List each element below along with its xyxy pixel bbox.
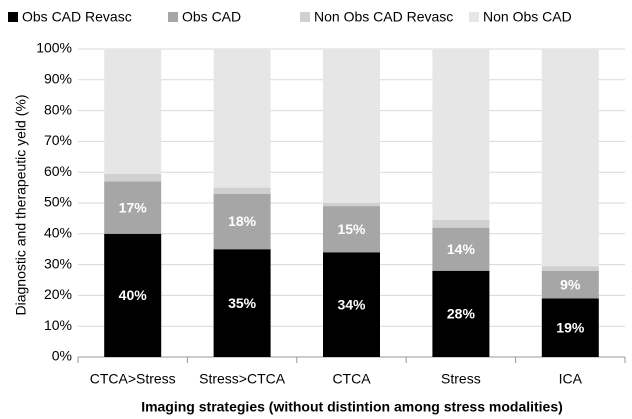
legend-label: Non Obs CAD Revasc [314, 9, 453, 25]
bar-segment [432, 270, 490, 357]
x-tick-label: CTCA [332, 371, 371, 387]
y-tick-label: 100% [36, 40, 72, 56]
y-tick-label: 30% [44, 255, 72, 271]
legend-label: Obs CAD [182, 9, 241, 25]
bar-segment [541, 270, 599, 299]
value-label: 9% [560, 276, 581, 292]
value-label: 15% [337, 221, 366, 237]
legend-swatch [168, 12, 178, 22]
x-tick-label: ICA [559, 371, 583, 387]
value-label: 40% [119, 287, 148, 303]
value-label: 19% [556, 319, 585, 335]
bar-segment [323, 206, 380, 253]
y-tick-label: 10% [44, 317, 72, 333]
bar-segment [541, 298, 599, 357]
legend-label: Non Obs CAD [483, 9, 572, 25]
y-axis-title: Diagnostic and therapeutic yeld (%) [13, 94, 29, 315]
y-tick-label: 40% [44, 225, 72, 241]
value-label: 28% [447, 306, 476, 322]
y-tick-label: 0% [52, 348, 72, 364]
bar-segment [104, 49, 162, 174]
legend-swatch [300, 12, 310, 22]
bar-segment [213, 187, 271, 194]
x-tick-label: CTCA>Stress [90, 371, 176, 387]
bar-segment [323, 49, 380, 203]
value-label: 18% [228, 213, 257, 229]
bar-segment [213, 249, 271, 357]
value-label: 35% [228, 295, 257, 311]
legend-swatch [8, 12, 18, 22]
y-tick-label: 70% [44, 132, 72, 148]
bar-segment [432, 227, 490, 271]
bar-segment [323, 203, 380, 207]
y-tick-label: 20% [44, 286, 72, 302]
bar-segment [541, 266, 599, 271]
bar-segment [432, 49, 490, 220]
legend-swatch [469, 12, 479, 22]
y-tick-label: 80% [44, 101, 72, 117]
y-tick-label: 60% [44, 163, 72, 179]
value-label: 17% [119, 199, 148, 215]
bar-segment [104, 173, 162, 182]
legend-label: Obs CAD Revasc [22, 9, 132, 25]
bar-segment [323, 252, 380, 357]
y-tick-label: 90% [44, 71, 72, 87]
bar-segment [541, 49, 599, 267]
value-label: 34% [337, 296, 366, 312]
bar-segment [213, 49, 271, 188]
value-label: 14% [447, 241, 476, 257]
y-tick-label: 50% [44, 194, 72, 210]
x-tick-label: Stress [441, 371, 481, 387]
x-tick-label: Stress>CTCA [199, 371, 286, 387]
bar-segment [104, 181, 162, 234]
bar-segment [432, 219, 490, 228]
bar-segment [104, 233, 162, 357]
bar-segment [213, 193, 271, 250]
x-axis-title: Imaging strategies (without distintion a… [141, 399, 563, 415]
